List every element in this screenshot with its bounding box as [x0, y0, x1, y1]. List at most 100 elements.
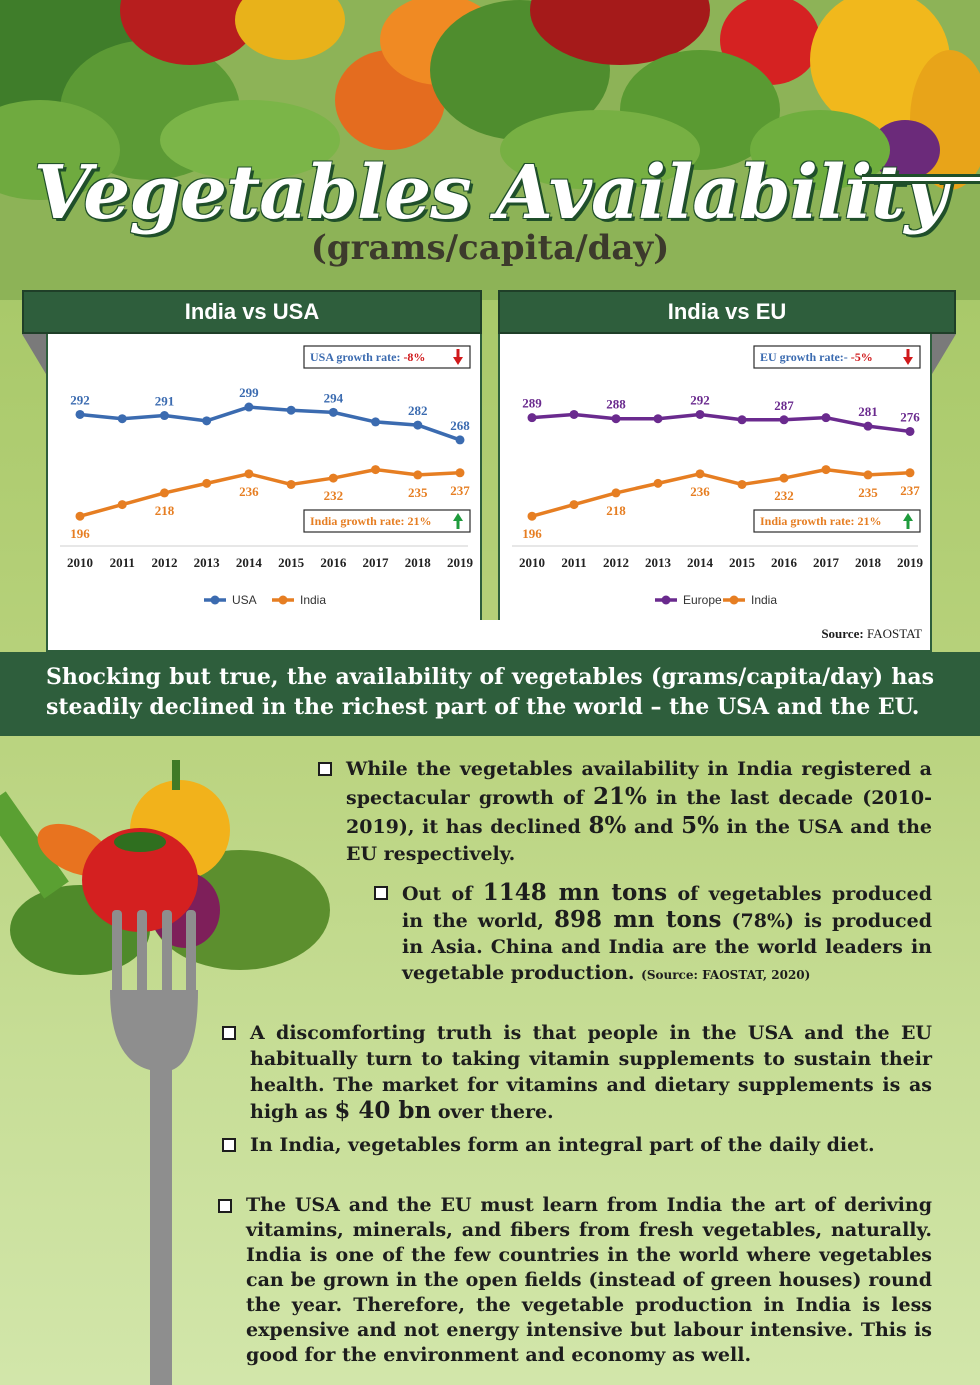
annotation-label: India growth rate: 21% — [760, 514, 881, 528]
data-point-europe — [695, 409, 705, 419]
series-line-india — [79, 467, 461, 518]
data-label-usa: 294 — [324, 390, 344, 405]
bullet-growth-text-3: and — [626, 816, 682, 838]
highlight-banner: Shocking but true, the availability of v… — [0, 652, 980, 736]
data-point-india — [286, 479, 296, 489]
source-label: Source: — [821, 626, 864, 641]
fork-with-vegetables-illustration — [0, 760, 330, 1385]
x-tick-label: 2010 — [519, 555, 545, 570]
legend-label-india: India — [300, 593, 326, 607]
x-tick-label: 2019 — [447, 555, 474, 570]
vegetables-illustration-top — [0, 0, 980, 300]
x-tick-label: 2019 — [897, 555, 924, 570]
data-point-india — [779, 473, 789, 483]
down-arrow-icon-stem — [906, 349, 910, 358]
checkbox-bullet-icon — [318, 762, 332, 776]
source-value: FAOSTAT — [866, 626, 922, 641]
data-point-india — [695, 469, 705, 479]
legend-marker-dot — [729, 595, 739, 605]
data-point-india — [202, 478, 212, 488]
annotation-value: 21% — [857, 514, 881, 528]
checkbox-bullet-icon — [222, 1026, 236, 1040]
data-point-usa — [159, 411, 169, 421]
data-label-india: 218 — [606, 503, 626, 518]
legend-marker-dot — [210, 595, 220, 605]
legend-label-europe: Europe — [683, 593, 722, 607]
data-point-europe — [821, 413, 831, 423]
data-point-india — [863, 470, 873, 480]
data-label-india: 196 — [70, 526, 90, 541]
x-tick-label: 2014 — [687, 555, 714, 570]
data-point-europe — [527, 413, 537, 423]
data-label-india: 237 — [900, 483, 920, 498]
annotation-value: -5% — [851, 350, 873, 364]
bullet-production-text-2: of vegetables produced in the world, — [402, 883, 932, 932]
x-tick-label: 2011 — [110, 555, 135, 570]
series-line-usa — [79, 405, 461, 442]
bullet-production-text-3: (78%) is produced in Asia. China and Ind… — [402, 910, 932, 984]
x-tick-label: 2010 — [67, 555, 93, 570]
data-label-europe: 276 — [900, 409, 920, 424]
data-point-india — [371, 465, 381, 475]
legend-label-india: India — [751, 593, 777, 607]
annotation-box — [753, 345, 921, 369]
data-point-europe — [905, 426, 915, 436]
decline-annotation: EU growth rate:- -5% — [753, 345, 921, 369]
annotation-value: -8% — [403, 350, 425, 364]
up-arrow-icon-stem — [456, 520, 460, 529]
data-label-india: 236 — [239, 484, 259, 499]
data-point-india — [455, 468, 465, 478]
data-point-usa — [413, 420, 423, 430]
data-point-india — [159, 488, 169, 498]
checkbox-bullet-icon — [374, 886, 388, 900]
x-tick-label: 2013 — [645, 555, 672, 570]
series-line-europe — [531, 412, 911, 434]
data-label-india: 232 — [324, 488, 344, 503]
annotation-label: USA growth rate: -8% — [310, 350, 425, 364]
x-tick-label: 2011 — [561, 555, 586, 570]
data-label-europe: 292 — [690, 392, 710, 407]
title-underline — [862, 174, 980, 184]
checkbox-bullet-icon — [218, 1199, 232, 1213]
x-tick-label: 2015 — [729, 555, 756, 570]
bullet-india-diet-text: In India, vegetables form an integral pa… — [250, 1134, 875, 1156]
chart-fold-right — [932, 334, 956, 374]
bullet-supplements-text-1: A discomforting truth is that people in … — [250, 1022, 932, 1123]
annotation-value: 21% — [407, 514, 431, 528]
bullet-supplements: A discomforting truth is that people in … — [222, 1020, 932, 1125]
data-point-usa — [75, 409, 85, 419]
data-label-europe: 281 — [858, 404, 878, 419]
data-label-usa: 299 — [239, 385, 259, 400]
page-subtitle: (grams/capita/day) — [310, 228, 670, 268]
bullet-growth-value-india: 21% — [593, 783, 647, 810]
data-label-india: 218 — [155, 503, 175, 518]
annotation-box — [303, 509, 471, 533]
legend-marker-dot — [278, 595, 288, 605]
data-point-india — [117, 500, 127, 510]
data-point-india — [611, 488, 621, 498]
data-label-usa: 282 — [408, 403, 428, 418]
data-point-india — [737, 479, 747, 489]
data-label-europe: 287 — [774, 398, 794, 413]
bullet-learn-from-india-text: The USA and the EU must learn from India… — [246, 1194, 932, 1366]
data-label-usa: 291 — [155, 394, 175, 409]
bullet-growth-value-eu: 5% — [681, 812, 719, 839]
data-label-india: 232 — [774, 488, 794, 503]
bullet-production-world-total: 1148 mn tons — [482, 879, 668, 906]
data-label-usa: 268 — [450, 418, 470, 433]
annotation-box — [753, 509, 921, 533]
data-point-india — [413, 470, 423, 480]
data-point-india — [653, 478, 663, 488]
bullet-india-diet: In India, vegetables form an integral pa… — [222, 1132, 932, 1159]
decline-annotation: USA growth rate: -8% — [303, 345, 471, 369]
data-point-usa — [286, 405, 296, 415]
bullet-growth: While the vegetables availability in Ind… — [318, 756, 932, 868]
data-label-europe: 288 — [606, 397, 626, 412]
data-label-india: 236 — [690, 484, 710, 499]
data-point-usa — [371, 417, 381, 427]
chart-fold-left — [22, 334, 46, 374]
data-point-usa — [244, 402, 254, 412]
up-arrow-icon — [453, 513, 463, 521]
annotation-label: India growth rate: 21% — [310, 514, 431, 528]
down-arrow-icon — [903, 357, 913, 365]
